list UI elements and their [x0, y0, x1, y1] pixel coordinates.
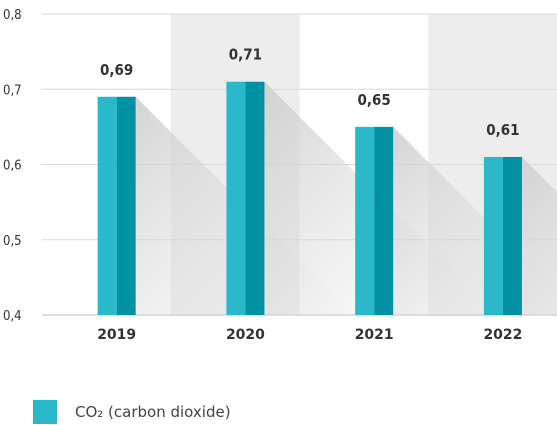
data-label: 0,71	[229, 46, 262, 64]
y-tick-label: 0,4	[3, 309, 22, 324]
x-category-label: 2022	[483, 327, 522, 343]
bar-shadow	[521, 156, 557, 315]
data-label: 0,61	[486, 121, 519, 139]
bar-2021-light	[355, 126, 375, 315]
x-category-label: 2019	[97, 327, 136, 343]
y-tick-label: 0,5	[3, 234, 22, 249]
bar-2019-light	[97, 96, 117, 316]
y-axis-tick-labels: 0,4 0,5 0,6 0,7 0,8	[3, 8, 22, 324]
bar-2022-dark	[502, 156, 522, 315]
y-tick-label: 0,7	[3, 83, 22, 98]
bar-2020-light	[226, 81, 246, 315]
y-tick-label: 0,8	[3, 8, 22, 23]
bars	[97, 81, 522, 316]
x-axis-category-labels: 2019 2020 2021 2022	[97, 327, 522, 343]
x-category-label: 2020	[226, 327, 265, 343]
data-label: 0,65	[358, 91, 391, 109]
legend: CO₂ (carbon dioxide)	[33, 400, 231, 424]
data-label: 0,69	[100, 61, 133, 79]
y-tick-label: 0,6	[3, 159, 22, 174]
bar-2021-dark	[374, 126, 394, 315]
bar-2020-dark	[245, 81, 265, 315]
data-labels: 0,69 0,71 0,65 0,61	[100, 46, 520, 139]
x-category-label: 2021	[355, 327, 394, 343]
legend-swatch	[33, 400, 57, 424]
bar-2019-dark	[116, 96, 136, 316]
bar-2022-light	[483, 156, 503, 315]
legend-label: CO₂ (carbon dioxide)	[75, 403, 231, 421]
